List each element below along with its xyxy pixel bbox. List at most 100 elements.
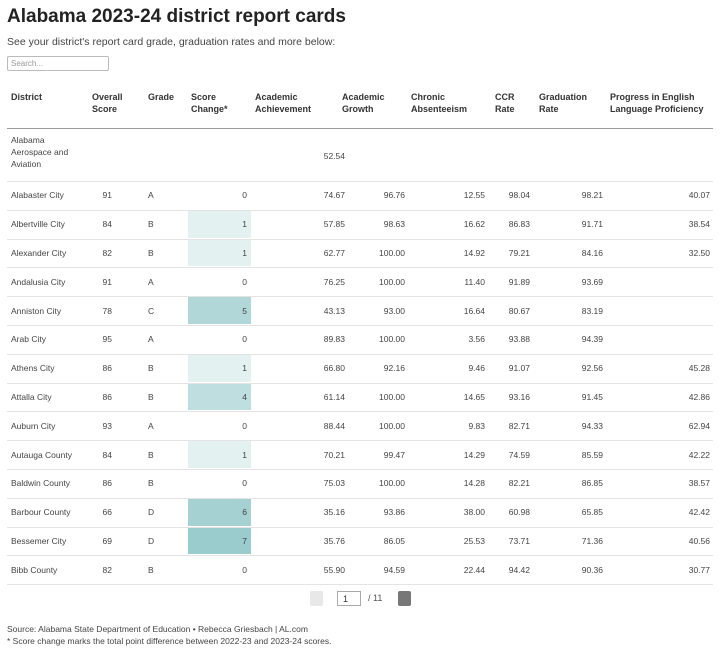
table-cell: 83.19: [581, 305, 603, 316]
table-cell: 66.80: [323, 363, 345, 374]
table-cell: 14.28: [463, 478, 485, 489]
table-cell: 0: [242, 478, 247, 489]
table-cell: 94.39: [581, 334, 603, 345]
table: District Overall Score Grade Score Change* A…: [7, 92, 713, 586]
table-cell: 9.83: [468, 420, 485, 431]
table-cell: A: [148, 190, 154, 201]
table-cell: 38.57: [688, 478, 710, 489]
district-name: Barbour County: [11, 507, 71, 518]
table-cell: 93.00: [383, 305, 405, 316]
table-cell: 1: [242, 219, 247, 230]
table-cell: 3.56: [468, 334, 485, 345]
search-box[interactable]: Search...: [7, 56, 109, 71]
table-cell: B: [148, 478, 154, 489]
district-name: Alexander City: [11, 248, 67, 258]
table-cell: 1: [242, 449, 247, 460]
table-cell: 7: [242, 536, 247, 546]
district-name: Bessemer City: [11, 536, 67, 546]
source: Source: Alabama State Department of Educ…: [7, 624, 308, 634]
district-name: Autauga County: [11, 449, 72, 460]
table-cell: 55.90: [323, 564, 345, 575]
table-cell: 70.21: [323, 449, 345, 460]
table-cell: 42.86: [688, 392, 710, 402]
table-cell: 85.59: [581, 449, 603, 460]
table-cell: 100.00: [379, 420, 405, 431]
district-name: Arab City: [11, 334, 46, 345]
table-cell: B: [148, 449, 154, 460]
table-cell: 93.88: [508, 334, 530, 345]
table-cell: 0: [242, 420, 247, 431]
table-cell: B: [148, 363, 154, 374]
district-name: Bibb County: [11, 564, 58, 575]
page-total: / 11: [368, 593, 383, 603]
table-cell: 35.76: [323, 536, 345, 546]
score-change-shade: [188, 527, 251, 555]
table-cell: 91.45: [581, 392, 603, 402]
row-rule: [7, 209, 713, 211]
table-cell: A: [148, 334, 154, 345]
table-cell: 42.42: [688, 507, 710, 518]
district-name: Anniston City: [11, 305, 62, 316]
table-cell: 100.00: [379, 478, 405, 489]
table-cell: 32.50: [688, 248, 710, 258]
table-cell: 6: [242, 507, 247, 518]
table-cell: 5: [242, 305, 247, 316]
table-cell: 12.55: [463, 190, 485, 201]
table-cell: 73.71: [508, 536, 530, 546]
table-cell: 14.29: [463, 449, 485, 460]
table-cell: 86: [102, 392, 112, 402]
table-cell: 66: [102, 507, 112, 518]
row-rule: [7, 267, 713, 269]
district-name: Auburn City: [11, 420, 56, 431]
score-change-shade: [188, 498, 251, 526]
table-cell: 75.03: [323, 478, 345, 489]
column-header: Academic Achievement: [255, 92, 312, 114]
table-cell: 91: [102, 190, 112, 201]
page-number-input[interactable]: 1: [337, 591, 361, 606]
table-cell: 57.85: [323, 219, 345, 230]
table-cell: 92.16: [383, 363, 405, 374]
district-name: Alabaster City: [11, 190, 64, 201]
district-name: Attalla City: [11, 392, 52, 402]
table-cell: 82.71: [508, 420, 530, 431]
table-cell: 1: [242, 363, 247, 374]
table-cell: 45.28: [688, 363, 710, 374]
table-cell: 86: [102, 363, 112, 374]
table-cell: A: [148, 276, 154, 287]
district-name: Baldwin County: [11, 478, 71, 489]
table-cell: 84: [102, 449, 112, 460]
next-page-button[interactable]: [398, 591, 411, 606]
table-cell: 30.77: [688, 564, 710, 575]
table-cell: 86.85: [581, 478, 603, 489]
row-rule: [7, 440, 713, 442]
table-cell: 94.59: [383, 564, 405, 575]
table-cell: B: [148, 219, 154, 230]
table-cell: B: [148, 564, 154, 575]
table-cell: B: [148, 392, 154, 402]
table-cell: 0: [242, 334, 247, 345]
score-change-shade: [188, 354, 251, 382]
table-cell: 91: [102, 276, 112, 287]
table-cell: 61.14: [323, 392, 345, 402]
table-cell: 79.21: [508, 248, 530, 258]
header-rule: [7, 128, 713, 129]
column-header: Score Change*: [191, 92, 228, 114]
prev-page-button[interactable]: [310, 591, 323, 606]
table-cell: D: [148, 536, 155, 546]
table-cell: 0: [242, 564, 247, 575]
table-cell: 14.92: [463, 248, 485, 258]
table-cell: 98.63: [383, 219, 405, 230]
column-header: Progress in English Language Proficiency: [610, 92, 704, 114]
column-header: Graduation Rate: [539, 92, 588, 114]
table-cell: 71.36: [581, 536, 603, 546]
table-cell: 84.16: [581, 248, 603, 258]
row-rule: [7, 238, 713, 240]
table-cell: 80.67: [508, 305, 530, 316]
table-cell: 91.71: [581, 219, 603, 230]
table-cell: 4: [242, 392, 247, 402]
table-cell: 16.64: [463, 305, 485, 316]
row-rule: [7, 584, 713, 586]
score-change-shade: [188, 297, 251, 324]
score-change-shade: [188, 210, 251, 238]
footnote: * Score change marks the total point dif…: [7, 636, 332, 646]
